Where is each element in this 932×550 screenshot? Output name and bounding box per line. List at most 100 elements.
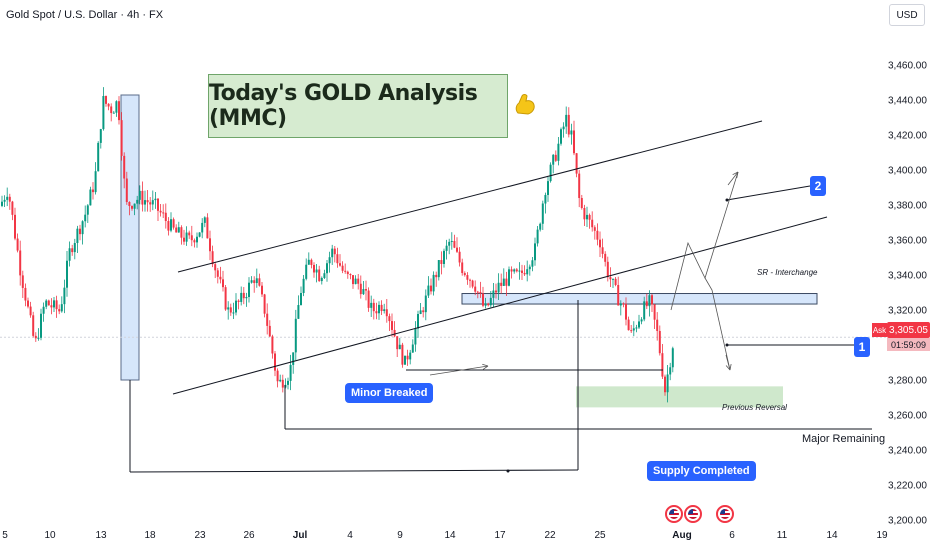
bullish-arrow-head bbox=[732, 171, 739, 178]
candle bbox=[463, 271, 466, 277]
candle bbox=[206, 213, 209, 239]
candle bbox=[16, 233, 19, 253]
upper-channel-line bbox=[177, 120, 763, 273]
candle bbox=[617, 276, 620, 306]
candle bbox=[266, 303, 269, 335]
time-tick-label: 26 bbox=[243, 530, 255, 541]
price-tick-label: 3,340.00 bbox=[888, 270, 927, 282]
candle bbox=[222, 270, 224, 292]
candle bbox=[185, 226, 188, 246]
candle bbox=[94, 162, 97, 195]
candle bbox=[518, 262, 521, 280]
candle bbox=[203, 216, 206, 228]
candle bbox=[136, 195, 139, 210]
candle bbox=[268, 320, 271, 337]
candle bbox=[570, 123, 573, 145]
candle bbox=[583, 204, 586, 227]
candle bbox=[443, 248, 445, 268]
candle bbox=[632, 321, 635, 337]
candle bbox=[235, 293, 237, 316]
currency-button[interactable]: USD bbox=[889, 4, 925, 26]
candle bbox=[489, 290, 492, 308]
candle bbox=[123, 152, 126, 189]
time-tick-label: 19 bbox=[876, 530, 888, 541]
candle bbox=[27, 297, 29, 309]
candle bbox=[146, 189, 149, 212]
chart-title: Gold Spot / U.S. Dollar · 4h · FX bbox=[6, 9, 164, 21]
candle bbox=[198, 232, 201, 238]
candle bbox=[201, 218, 204, 239]
candle bbox=[495, 283, 497, 299]
us-flag-event-icon[interactable] bbox=[716, 505, 734, 523]
candle bbox=[149, 197, 152, 212]
time-tick-label: 22 bbox=[544, 530, 556, 541]
candle bbox=[664, 374, 666, 396]
time-tick-label: 18 bbox=[144, 530, 156, 541]
time-tick-label: 13 bbox=[95, 530, 107, 541]
time-tick-label: Jul bbox=[292, 530, 308, 541]
candle bbox=[440, 251, 443, 275]
candle bbox=[276, 368, 279, 388]
candle bbox=[42, 302, 45, 322]
candle bbox=[300, 286, 302, 306]
supply-horizontal-line bbox=[129, 469, 579, 473]
candle bbox=[349, 273, 352, 280]
time-tick-label: 11 bbox=[776, 530, 788, 541]
candle bbox=[154, 192, 157, 209]
candle bbox=[307, 252, 310, 265]
candle bbox=[627, 316, 630, 331]
candle bbox=[331, 244, 334, 266]
candle bbox=[414, 321, 417, 352]
candle bbox=[47, 299, 50, 306]
candle bbox=[313, 262, 315, 278]
candle bbox=[469, 278, 471, 288]
target-1-marker-dot bbox=[725, 343, 729, 347]
candle bbox=[73, 238, 76, 260]
candle bbox=[237, 299, 240, 310]
time-tick-label: 10 bbox=[44, 530, 56, 541]
candle bbox=[497, 273, 500, 301]
candle bbox=[354, 275, 357, 285]
candle bbox=[380, 300, 383, 316]
candle bbox=[396, 336, 399, 357]
candle bbox=[188, 230, 191, 239]
ask-label: Ask bbox=[872, 323, 887, 337]
candle bbox=[479, 281, 482, 298]
us-flag-event-icon[interactable] bbox=[665, 505, 683, 523]
candle bbox=[528, 264, 531, 276]
candle bbox=[372, 298, 375, 320]
flexed-biceps-icon bbox=[515, 94, 535, 115]
candle bbox=[383, 303, 386, 314]
candle bbox=[640, 317, 643, 325]
time-tick-label: 23 bbox=[194, 530, 206, 541]
candle bbox=[128, 201, 131, 216]
candle bbox=[614, 276, 617, 287]
candle bbox=[526, 260, 529, 282]
candle bbox=[619, 300, 622, 316]
candle bbox=[448, 238, 451, 255]
candle bbox=[287, 377, 289, 390]
candle bbox=[3, 195, 6, 208]
time-tick-label: 5 bbox=[2, 530, 8, 541]
candle bbox=[339, 254, 341, 267]
candle bbox=[544, 192, 547, 214]
candle bbox=[177, 221, 180, 233]
candle bbox=[635, 324, 638, 333]
us-flag-event-icon[interactable] bbox=[684, 505, 702, 523]
candle bbox=[645, 293, 648, 310]
candle bbox=[648, 290, 651, 317]
candle bbox=[274, 350, 276, 377]
candle bbox=[638, 314, 640, 329]
candle bbox=[271, 334, 274, 359]
candle bbox=[34, 332, 37, 342]
candle bbox=[453, 234, 456, 249]
candle bbox=[554, 150, 557, 163]
demand-zone bbox=[576, 386, 783, 408]
candle bbox=[385, 298, 388, 323]
time-tick-label: 17 bbox=[494, 530, 506, 541]
candle bbox=[341, 261, 344, 274]
candle bbox=[216, 267, 219, 284]
candle bbox=[196, 232, 198, 248]
candle bbox=[401, 342, 404, 368]
